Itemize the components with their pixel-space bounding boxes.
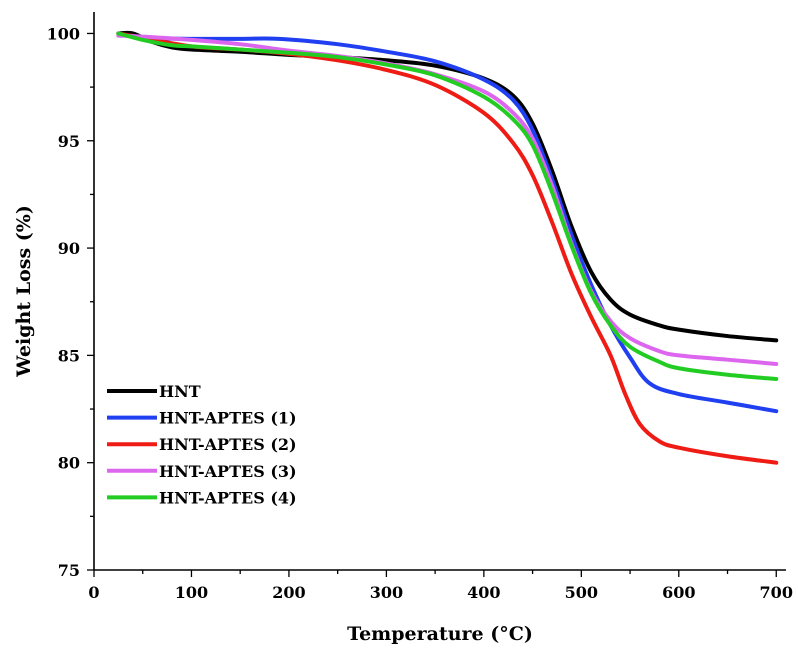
x-tick-label: 200 (272, 583, 305, 602)
x-axis-title: Temperature (°C) (347, 623, 533, 645)
y-tick-label: 85 (58, 346, 80, 365)
x-tick-label: 300 (370, 583, 403, 602)
series-line-hnt-aptes-4 (116, 31, 779, 381)
y-tick-label: 80 (58, 454, 80, 473)
legend-label-hnt-aptes-4: HNT-APTES (4) (159, 488, 297, 507)
legend-label-hnt-aptes-2: HNT-APTES (2) (159, 435, 297, 454)
y-axis-title: Weight Loss (%) (13, 205, 35, 378)
y-tick-label: 75 (58, 561, 80, 580)
series-line-hnt (116, 30, 779, 343)
legend-label-hnt-aptes-1: HNT-APTES (1) (159, 409, 297, 428)
legend-label-hnt-aptes-3: HNT-APTES (3) (159, 462, 297, 481)
x-tick-label: 0 (88, 583, 99, 602)
y-tick-label: 90 (58, 239, 80, 258)
y-tick-label: 95 (58, 132, 80, 151)
x-tick-label: 600 (662, 583, 695, 602)
x-tick-label: 400 (467, 583, 500, 602)
y-tick-label: 100 (47, 24, 80, 43)
series-line-hnt-aptes-1 (116, 31, 779, 414)
x-tick-label: 100 (175, 583, 208, 602)
x-tick-label: 500 (565, 583, 598, 602)
x-tick-label: 700 (760, 583, 793, 602)
legend-label-hnt: HNT (159, 382, 201, 401)
series-line-hnt-aptes-2 (116, 31, 779, 465)
series-line-hnt-aptes-3 (116, 33, 779, 366)
